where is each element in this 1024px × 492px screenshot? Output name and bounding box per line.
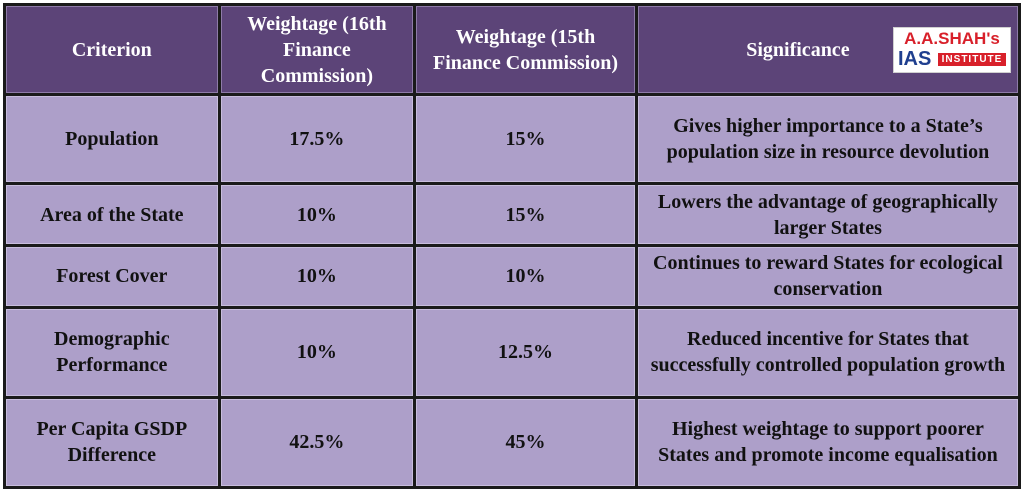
cell-weightage-15th: 15% (416, 185, 635, 244)
cell-criterion: Area of the State (6, 185, 218, 244)
table-row: Population 17.5% 15% Gives higher import… (6, 96, 1018, 183)
cell-weightage-15th: 12.5% (416, 308, 635, 396)
cell-criterion: Forest Cover (6, 246, 218, 306)
finance-commission-table-frame: Criterion Weightage (16th Finance Commis… (3, 3, 1021, 489)
cell-weightage-16th: 42.5% (220, 398, 414, 486)
table-row: Forest Cover 10% 10% Continues to reward… (6, 246, 1018, 306)
header-criterion: Criterion (6, 6, 218, 94)
cell-weightage-16th: 10% (220, 246, 414, 306)
logo-institute-text: INSTITUTE (938, 53, 1006, 66)
cell-weightage-16th: 17.5% (220, 96, 414, 183)
table-row: Per Capita GSDP Difference 42.5% 45% Hig… (6, 398, 1018, 486)
cell-weightage-16th: 10% (220, 308, 414, 396)
cell-significance: Reduced incentive for States that succes… (637, 308, 1018, 396)
cell-criterion: Demographic Performance (6, 308, 218, 396)
logo-name-text: A.A.SHAH's (904, 29, 1000, 48)
cell-weightage-15th: 15% (416, 96, 635, 183)
table-row: Demographic Performance 10% 12.5% Reduce… (6, 308, 1018, 396)
table-header-row: Criterion Weightage (16th Finance Commis… (6, 6, 1018, 94)
cell-weightage-15th: 10% (416, 246, 635, 306)
cell-significance: Highest weightage to support poorer Stat… (637, 398, 1018, 486)
table-row: Area of the State 10% 15% Lowers the adv… (6, 185, 1018, 244)
cell-criterion: Per Capita GSDP Difference (6, 398, 218, 486)
cell-significance: Continues to reward States for ecologica… (637, 246, 1018, 306)
logo-ias-text: IAS (898, 48, 932, 70)
header-weightage-16th: Weightage (16th Finance Commission) (220, 6, 414, 94)
header-weightage-15th: Weightage (15th Finance Commission) (416, 6, 635, 94)
cell-significance: Gives higher importance to a State’s pop… (637, 96, 1018, 183)
finance-commission-table: Criterion Weightage (16th Finance Commis… (3, 3, 1021, 489)
cell-criterion: Population (6, 96, 218, 183)
cell-weightage-15th: 45% (416, 398, 635, 486)
cell-weightage-16th: 10% (220, 185, 414, 244)
header-significance: Significance A.A.SHAH's IAS INSTITUTE (637, 6, 1018, 94)
header-significance-label: Significance (746, 38, 850, 61)
cell-significance: Lowers the advantage of geographically l… (637, 185, 1018, 244)
institute-logo: A.A.SHAH's IAS INSTITUTE (893, 27, 1011, 73)
